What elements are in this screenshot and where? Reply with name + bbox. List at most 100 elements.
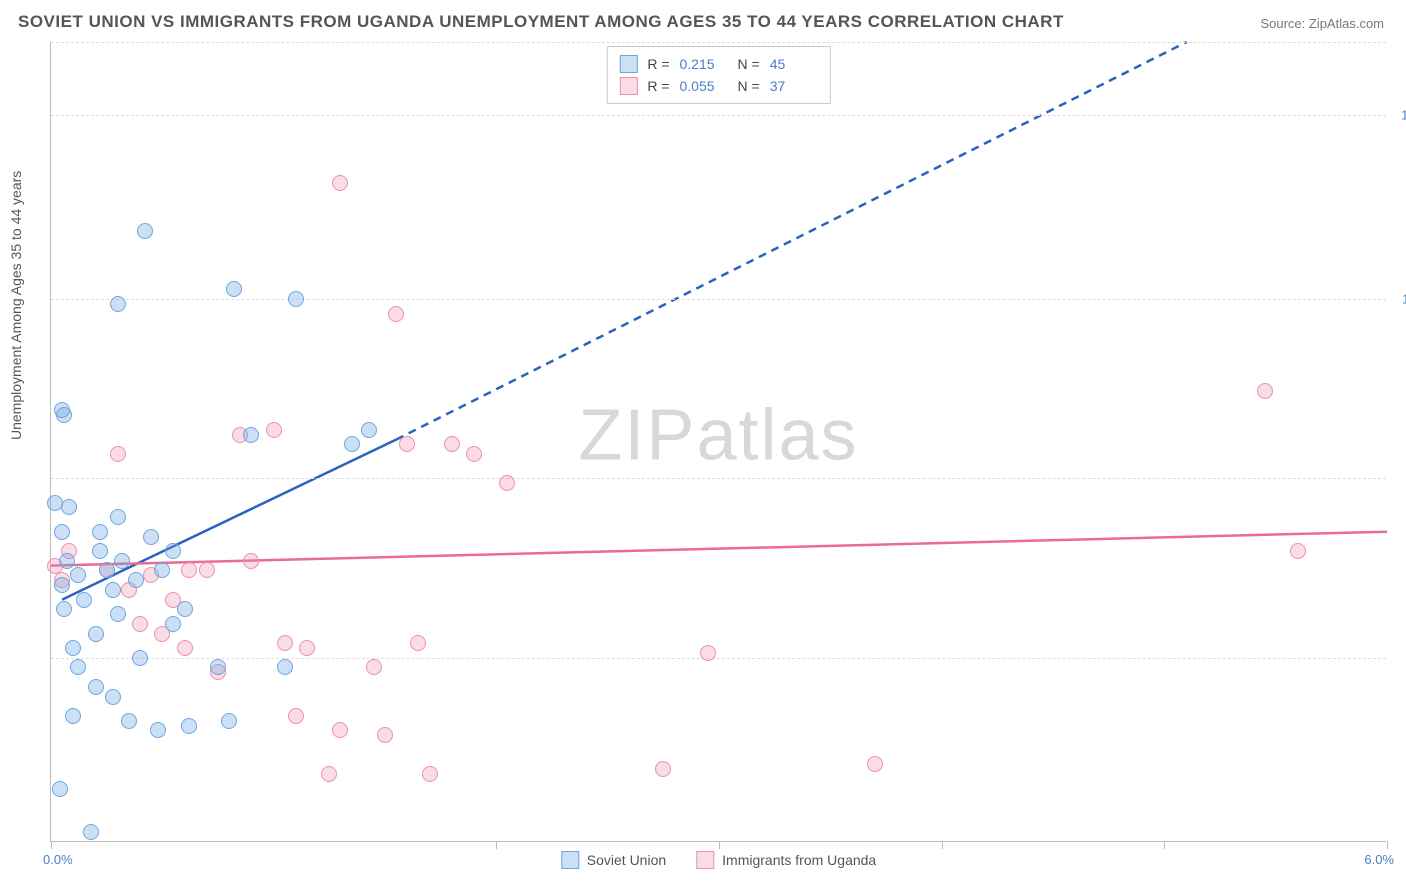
- data-point: [177, 601, 193, 617]
- data-point: [299, 640, 315, 656]
- data-point: [92, 543, 108, 559]
- data-point: [61, 499, 77, 515]
- gridline: [51, 658, 1386, 659]
- data-point: [83, 824, 99, 840]
- data-point: [56, 601, 72, 617]
- data-point: [288, 291, 304, 307]
- data-point: [150, 722, 166, 738]
- swatch-blue: [619, 55, 637, 73]
- n-label: N =: [738, 53, 760, 75]
- data-point: [444, 436, 460, 452]
- data-point: [388, 306, 404, 322]
- source-label: Source: ZipAtlas.com: [1260, 16, 1384, 31]
- chart-area: ZIPatlas R = 0.215 N = 45 R = 0.055 N = …: [50, 42, 1386, 842]
- data-point: [132, 616, 148, 632]
- data-point: [499, 475, 515, 491]
- legend-item-pink: Immigrants from Uganda: [696, 851, 876, 869]
- data-point: [181, 562, 197, 578]
- series-legend: Soviet Union Immigrants from Uganda: [561, 851, 876, 869]
- data-point: [65, 708, 81, 724]
- r-label: R =: [647, 75, 669, 97]
- y-axis-label: Unemployment Among Ages 35 to 44 years: [8, 171, 24, 440]
- data-point: [1290, 543, 1306, 559]
- n-value-pink: 37: [770, 75, 818, 97]
- data-point: [321, 766, 337, 782]
- data-point: [99, 562, 115, 578]
- x-tick: [51, 841, 52, 849]
- data-point: [88, 679, 104, 695]
- data-point: [226, 281, 242, 297]
- r-label: R =: [647, 53, 669, 75]
- data-point: [65, 640, 81, 656]
- data-point: [177, 640, 193, 656]
- x-tick: [496, 841, 497, 849]
- data-point: [1257, 383, 1273, 399]
- data-point: [700, 645, 716, 661]
- data-point: [143, 529, 159, 545]
- data-point: [655, 761, 671, 777]
- data-point: [165, 543, 181, 559]
- r-value-pink: 0.055: [680, 75, 728, 97]
- x-axis-min: 0.0%: [43, 852, 73, 867]
- gridline: [51, 478, 1386, 479]
- data-point: [221, 713, 237, 729]
- data-point: [361, 422, 377, 438]
- data-point: [181, 718, 197, 734]
- correlation-legend: R = 0.215 N = 45 R = 0.055 N = 37: [606, 46, 830, 104]
- data-point: [243, 553, 259, 569]
- data-point: [466, 446, 482, 462]
- data-point: [54, 577, 70, 593]
- data-point: [288, 708, 304, 724]
- data-point: [105, 582, 121, 598]
- data-point: [110, 606, 126, 622]
- data-point: [344, 436, 360, 452]
- data-point: [88, 626, 104, 642]
- gridline: [51, 42, 1386, 43]
- data-point: [114, 553, 130, 569]
- data-point: [132, 650, 148, 666]
- data-point: [76, 592, 92, 608]
- data-point: [137, 223, 153, 239]
- data-point: [92, 524, 108, 540]
- data-point: [277, 635, 293, 651]
- data-point: [332, 175, 348, 191]
- data-point: [70, 567, 86, 583]
- data-point: [105, 689, 121, 705]
- data-point: [867, 756, 883, 772]
- swatch-pink: [696, 851, 714, 869]
- data-point: [243, 427, 259, 443]
- x-tick: [719, 841, 720, 849]
- data-point: [110, 296, 126, 312]
- data-point: [56, 407, 72, 423]
- data-point: [52, 781, 68, 797]
- data-point: [165, 616, 181, 632]
- data-point: [70, 659, 86, 675]
- data-point: [154, 562, 170, 578]
- gridline: [51, 299, 1386, 300]
- data-point: [366, 659, 382, 675]
- y-tick-label: 11.2%: [1402, 291, 1406, 306]
- data-point: [210, 659, 226, 675]
- data-point: [199, 562, 215, 578]
- legend-label-blue: Soviet Union: [587, 852, 666, 868]
- data-point: [266, 422, 282, 438]
- legend-row-pink: R = 0.055 N = 37: [619, 75, 817, 97]
- n-label: N =: [738, 75, 760, 97]
- chart-title: SOVIET UNION VS IMMIGRANTS FROM UGANDA U…: [18, 12, 1064, 32]
- data-point: [399, 436, 415, 452]
- legend-label-pink: Immigrants from Uganda: [722, 852, 876, 868]
- data-point: [377, 727, 393, 743]
- data-point: [410, 635, 426, 651]
- y-tick-label: 15.0%: [1401, 107, 1406, 122]
- r-value-blue: 0.215: [680, 53, 728, 75]
- n-value-blue: 45: [770, 53, 818, 75]
- swatch-pink: [619, 77, 637, 95]
- swatch-blue: [561, 851, 579, 869]
- x-axis-max: 6.0%: [1364, 852, 1394, 867]
- data-point: [422, 766, 438, 782]
- data-point: [59, 553, 75, 569]
- data-point: [121, 713, 137, 729]
- data-point: [54, 524, 70, 540]
- legend-item-blue: Soviet Union: [561, 851, 666, 869]
- data-point: [128, 572, 144, 588]
